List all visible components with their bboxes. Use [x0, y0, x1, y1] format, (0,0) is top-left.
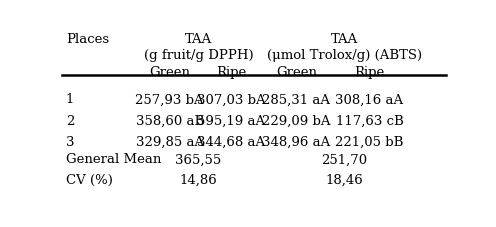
Text: General Mean: General Mean — [66, 153, 161, 166]
Text: TAA: TAA — [185, 32, 212, 45]
Text: 358,60 aB: 358,60 aB — [135, 114, 204, 127]
Text: 117,63 cB: 117,63 cB — [336, 114, 403, 127]
Text: Green: Green — [276, 65, 317, 78]
Text: 18,46: 18,46 — [326, 173, 364, 186]
Text: 221,05 bB: 221,05 bB — [335, 135, 404, 148]
Text: 229,09 bA: 229,09 bA — [262, 114, 331, 127]
Text: 344,68 aA: 344,68 aA — [197, 135, 265, 148]
Text: 14,86: 14,86 — [180, 173, 217, 186]
Text: 595,19 aA: 595,19 aA — [197, 114, 265, 127]
Text: 2: 2 — [66, 114, 74, 127]
Text: TAA: TAA — [331, 32, 358, 45]
Text: 257,93 bA: 257,93 bA — [135, 93, 204, 106]
Text: 348,96 aA: 348,96 aA — [262, 135, 331, 148]
Text: Green: Green — [149, 65, 190, 78]
Text: 251,70: 251,70 — [321, 153, 368, 166]
Text: (g fruit/g DPPH): (g fruit/g DPPH) — [144, 49, 253, 62]
Text: 307,03 bA: 307,03 bA — [197, 93, 265, 106]
Text: CV (%): CV (%) — [66, 173, 113, 186]
Text: 3: 3 — [66, 135, 74, 148]
Text: Ripe: Ripe — [355, 65, 384, 78]
Text: (μmol Trolox/g) (ABTS): (μmol Trolox/g) (ABTS) — [267, 49, 422, 62]
Text: 285,31 aA: 285,31 aA — [262, 93, 330, 106]
Text: 1: 1 — [66, 93, 74, 106]
Text: 329,85 aA: 329,85 aA — [135, 135, 204, 148]
Text: Places: Places — [66, 32, 109, 45]
Text: Ripe: Ripe — [216, 65, 246, 78]
Text: 308,16 aA: 308,16 aA — [335, 93, 404, 106]
Text: 365,55: 365,55 — [176, 153, 222, 166]
